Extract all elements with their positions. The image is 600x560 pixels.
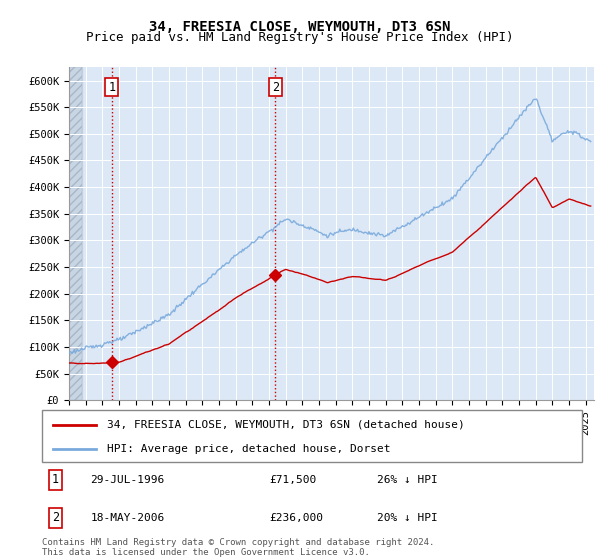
Text: 18-MAY-2006: 18-MAY-2006 — [91, 513, 165, 522]
Text: £71,500: £71,500 — [269, 475, 316, 485]
Text: 2: 2 — [272, 81, 279, 94]
Text: 1: 1 — [52, 473, 59, 487]
Text: 34, FREESIA CLOSE, WEYMOUTH, DT3 6SN (detached house): 34, FREESIA CLOSE, WEYMOUTH, DT3 6SN (de… — [107, 420, 464, 430]
Text: Price paid vs. HM Land Registry's House Price Index (HPI): Price paid vs. HM Land Registry's House … — [86, 31, 514, 44]
Text: 1: 1 — [108, 81, 115, 94]
Text: £236,000: £236,000 — [269, 513, 323, 522]
Text: Contains HM Land Registry data © Crown copyright and database right 2024.
This d: Contains HM Land Registry data © Crown c… — [42, 538, 434, 557]
Text: HPI: Average price, detached house, Dorset: HPI: Average price, detached house, Dors… — [107, 444, 391, 454]
Text: 34, FREESIA CLOSE, WEYMOUTH, DT3 6SN: 34, FREESIA CLOSE, WEYMOUTH, DT3 6SN — [149, 20, 451, 34]
Text: 20% ↓ HPI: 20% ↓ HPI — [377, 513, 437, 522]
FancyBboxPatch shape — [42, 410, 582, 462]
Bar — [69, 67, 82, 400]
Text: 2: 2 — [52, 511, 59, 524]
Bar — [69, 67, 82, 400]
Text: 29-JUL-1996: 29-JUL-1996 — [91, 475, 165, 485]
Text: 26% ↓ HPI: 26% ↓ HPI — [377, 475, 437, 485]
